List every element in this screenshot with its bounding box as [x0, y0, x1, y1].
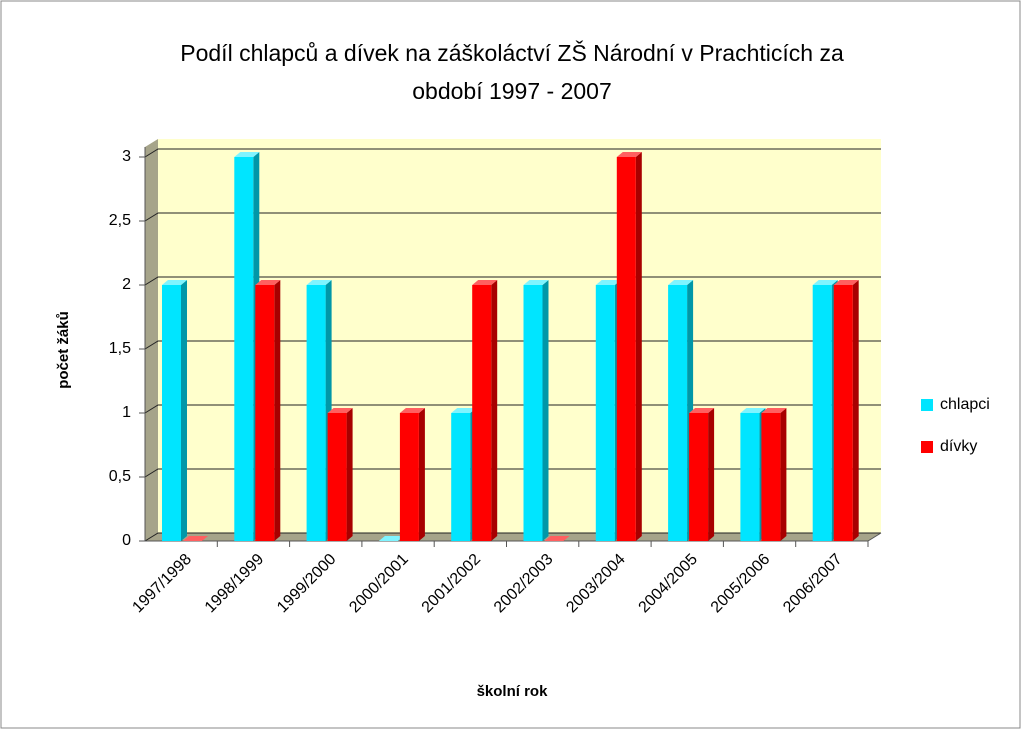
bar-front: [595, 285, 615, 541]
bar-side: [708, 408, 715, 541]
y-tick-label: 0,5: [109, 468, 131, 485]
bar-front: [472, 285, 492, 541]
bar-top: [472, 280, 498, 285]
bar: [183, 536, 208, 541]
bar-side: [491, 280, 498, 541]
bar-top: [689, 408, 715, 413]
y-tick-label: 1,5: [109, 340, 131, 357]
bar-top: [451, 408, 477, 413]
bar-side: [346, 408, 353, 541]
bar-side: [780, 408, 787, 541]
bar-top: [378, 536, 404, 541]
bar-front: [523, 285, 543, 541]
bar-top: [616, 152, 642, 157]
bar-front: [761, 413, 781, 541]
x-axis-depth: [867, 532, 882, 542]
bar-side: [181, 280, 187, 541]
bar: [833, 280, 859, 541]
bar-top: [234, 152, 260, 157]
bar: [162, 280, 187, 541]
bar: [616, 152, 642, 541]
bar-side: [418, 408, 425, 541]
bar-top: [162, 280, 187, 285]
bar-front: [740, 413, 760, 541]
bar-top: [595, 280, 621, 285]
x-axis-title: školní rok: [477, 683, 549, 700]
bar-top: [255, 280, 281, 285]
y-tick-label: 0: [122, 532, 131, 549]
chart-title: období 1997 - 2007: [412, 78, 612, 104]
bar: [472, 280, 498, 541]
legend-swatch: [921, 441, 933, 453]
bar-top: [544, 536, 570, 541]
bar-front: [833, 285, 853, 541]
bar-top: [761, 408, 787, 413]
bar-top: [740, 408, 766, 413]
bar: [255, 280, 281, 541]
y-tick-label: 1: [122, 404, 131, 421]
legend-label: dívky: [940, 438, 977, 455]
bar-front: [451, 413, 471, 541]
bar-top: [306, 280, 332, 285]
bar: [761, 408, 787, 541]
bar-front: [234, 157, 254, 541]
bar-front: [668, 285, 688, 541]
y-tick-label: 3: [122, 148, 131, 165]
bar-top: [399, 408, 425, 413]
bar-top: [668, 280, 694, 285]
bar: [399, 408, 425, 541]
bar-front: [255, 285, 275, 541]
bar-top: [523, 280, 549, 285]
bar-front: [812, 285, 832, 541]
bar: [689, 408, 715, 541]
legend-label: chlapci: [940, 396, 990, 413]
bar-side: [635, 152, 642, 541]
bar: [544, 536, 570, 541]
bar-side: [274, 280, 281, 541]
bar-top: [327, 408, 353, 413]
bar-front: [306, 285, 326, 541]
bar: [327, 408, 353, 541]
bar-side: [852, 280, 859, 541]
bar-top: [183, 536, 208, 541]
y-axis-title: počet žáků: [55, 311, 72, 389]
legend-swatch: [921, 399, 933, 411]
bar: [378, 536, 404, 541]
side-wall: [145, 139, 158, 541]
bar-front: [689, 413, 709, 541]
bar: [523, 280, 549, 541]
y-tick-label: 2,5: [109, 212, 131, 229]
bar-side: [542, 280, 549, 541]
grid-line: [144, 148, 881, 158]
bar-front: [399, 413, 419, 541]
bar-top: [833, 280, 859, 285]
y-tick-label: 2: [122, 276, 131, 293]
bar-front: [327, 413, 347, 541]
bar-front: [616, 157, 636, 541]
bar-front: [162, 285, 181, 541]
chart-title: Podíl chlapců a dívek na záškoláctví ZŠ …: [180, 39, 844, 66]
bar-top: [812, 280, 838, 285]
